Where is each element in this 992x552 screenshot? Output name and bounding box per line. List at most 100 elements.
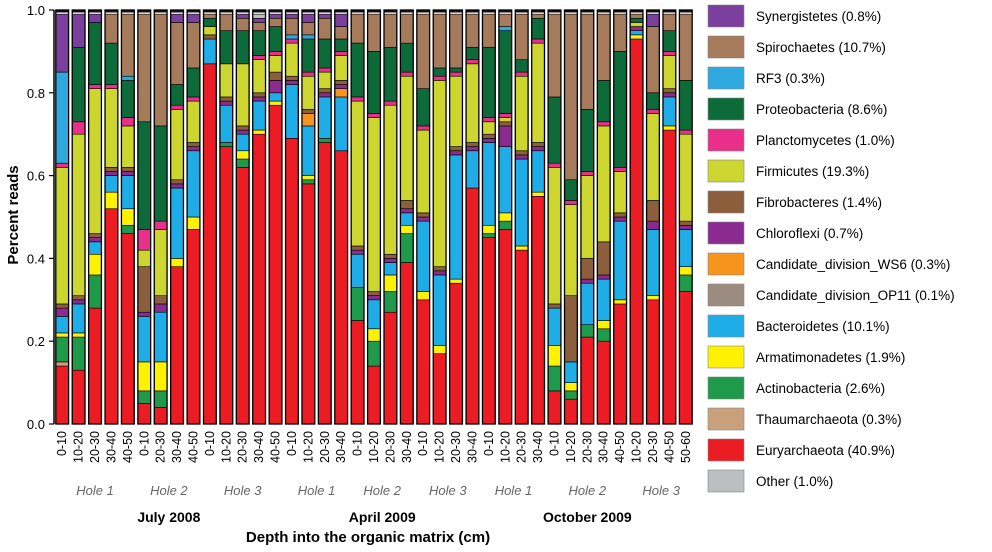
bar-segment [383, 311, 398, 425]
legend-item: Synergistetes (0.8%) [707, 4, 881, 28]
bar-segment [153, 303, 168, 313]
bar-segment [498, 212, 512, 222]
bar-segment [268, 104, 283, 425]
bar-segment [646, 113, 660, 201]
hole-label: Hole 1 [298, 483, 336, 498]
bar-segment [449, 146, 463, 152]
bar-segment [268, 92, 283, 102]
x-tick-label: 10-20 [564, 431, 578, 463]
bar-stack [120, 9, 135, 425]
bar-segment [482, 133, 496, 139]
bar-segment [153, 407, 168, 425]
bar-segment [121, 75, 135, 81]
bar-segment [662, 13, 677, 31]
bar-outline [662, 9, 677, 425]
x-tick-label: 20-30 [515, 431, 529, 463]
bar-segment [301, 71, 316, 77]
bar-segment [71, 303, 86, 334]
bar-segment [629, 17, 644, 23]
bar-segment [416, 291, 430, 301]
bar-outline [580, 9, 595, 425]
bar-segment [432, 345, 447, 354]
bar-segment [465, 13, 480, 48]
bar-segment [498, 121, 512, 127]
bar-cap [466, 10, 479, 13]
bar-segment [153, 311, 168, 363]
legend-swatch [707, 159, 745, 183]
x-tick-label: 10-20 [367, 431, 381, 463]
bar-stack [334, 9, 349, 425]
bar-cap [121, 10, 135, 13]
bar-segment [432, 80, 447, 267]
bar-segment [350, 100, 365, 247]
bar-segment [662, 55, 677, 89]
x-tick-label: 0-10 [55, 431, 69, 456]
bar-segment [236, 158, 250, 168]
bar-segment [88, 13, 102, 23]
bar-outline [383, 9, 398, 425]
bar-segment [432, 67, 447, 77]
legend-swatch [707, 35, 745, 59]
bar-segment [219, 146, 234, 425]
bar-segment [285, 75, 299, 81]
bar-segment [121, 167, 135, 172]
bar-stack [432, 9, 447, 425]
bar-segment [514, 158, 529, 247]
bar-outline [596, 9, 611, 425]
bar-segment [219, 104, 234, 143]
bar-segment [383, 100, 398, 106]
bar-cap [515, 10, 529, 13]
bar-segment [219, 63, 234, 98]
legend-item: Chloroflexi (0.7%) [707, 221, 863, 245]
bar-segment [482, 224, 496, 234]
legend-label: Bacteroidetes (10.1%) [756, 319, 890, 334]
bar-cap [187, 10, 200, 13]
bar-segment [531, 13, 545, 19]
bar-outline [186, 9, 201, 425]
y-tick-label: 0.4 [27, 251, 45, 266]
x-tick-label: 20-30 [449, 431, 463, 463]
bar-segment [186, 13, 201, 23]
legend-label: Spirochaetes (10.7%) [756, 40, 886, 55]
bar-segment [334, 150, 348, 425]
bar-segment [285, 13, 299, 19]
x-tick-label: 20-30 [580, 431, 594, 463]
legend-swatch [707, 128, 745, 152]
bar-segment [679, 274, 693, 292]
bar-segment [203, 26, 217, 36]
bar-segment [334, 51, 348, 56]
bar-segment [71, 299, 86, 305]
bar-cap [564, 10, 578, 13]
legend-label: Armatimonadetes (1.9%) [756, 350, 905, 365]
bar-segment [531, 196, 545, 425]
bar-segment [55, 303, 69, 309]
bar-stack [514, 9, 529, 425]
bar-segment [400, 208, 414, 214]
bar-segment [449, 278, 463, 284]
bar-stack [613, 9, 628, 425]
bar-segment [170, 179, 184, 185]
bar-stack [596, 9, 611, 425]
bar-stack [137, 9, 152, 425]
bar-segment [482, 121, 496, 135]
bar-segment [580, 282, 595, 325]
bar-segment [564, 204, 578, 296]
bar-stack [416, 9, 431, 425]
bar-segment [153, 390, 168, 408]
bar-segment [679, 266, 693, 276]
bar-segment [170, 109, 184, 181]
hole-label: Hole 3 [224, 483, 262, 498]
bar-segment [383, 274, 398, 292]
legend-swatch [707, 4, 745, 28]
bar-segment [514, 154, 529, 160]
bar-segment [104, 84, 119, 89]
bar-outline [202, 9, 217, 425]
bar-outline [137, 9, 152, 425]
bar-segment [646, 26, 660, 94]
bar-segment [531, 191, 545, 197]
x-tick-label: 10-20 [219, 431, 233, 463]
bar-segment [334, 55, 348, 81]
bar-segment [268, 13, 283, 19]
bar-segment [170, 104, 184, 110]
bar-cap [597, 10, 611, 13]
